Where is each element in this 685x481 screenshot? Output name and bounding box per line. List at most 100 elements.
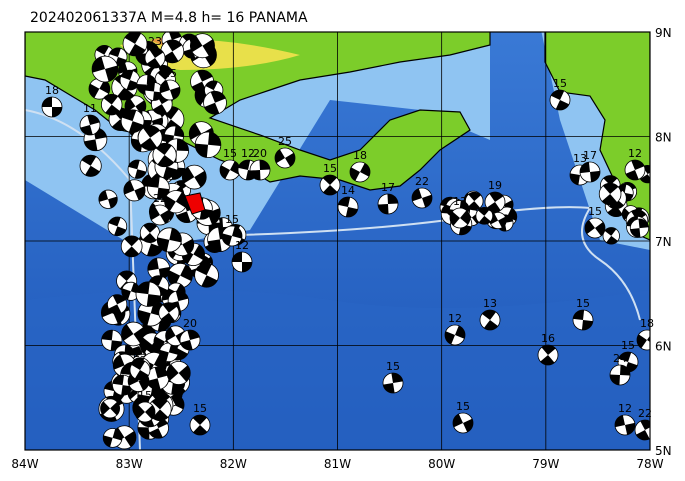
ball-quadrant bbox=[101, 330, 113, 341]
beachball bbox=[179, 329, 201, 351]
beachball bbox=[167, 262, 193, 289]
ball-quadrant bbox=[259, 159, 270, 170]
y-label: 8N bbox=[655, 131, 672, 145]
ball-quadrant bbox=[250, 170, 261, 181]
beachball bbox=[377, 193, 399, 215]
ball-quadrant bbox=[170, 86, 180, 100]
ball-quadrant bbox=[119, 270, 134, 282]
beachball bbox=[349, 161, 371, 183]
beachball bbox=[584, 217, 606, 239]
depth-label: 15 bbox=[138, 389, 152, 402]
ball-quadrant bbox=[84, 139, 98, 151]
ball-quadrant bbox=[103, 94, 119, 105]
ball-quadrant bbox=[176, 138, 189, 151]
beachball bbox=[602, 227, 620, 245]
ball-quadrant bbox=[180, 264, 193, 282]
ball-quadrant bbox=[112, 294, 126, 305]
beachball bbox=[537, 344, 559, 366]
ball-quadrant bbox=[112, 428, 123, 441]
ball-quadrant bbox=[202, 39, 215, 56]
y-label: 5N bbox=[655, 444, 672, 458]
ball-quadrant bbox=[149, 47, 164, 58]
ball-quadrant bbox=[155, 143, 172, 156]
ball-quadrant bbox=[162, 51, 179, 63]
ball-quadrant bbox=[581, 320, 593, 331]
depth-label: 25 bbox=[163, 67, 177, 80]
depth-label: 15 bbox=[456, 400, 470, 413]
ball-quadrant bbox=[595, 221, 605, 236]
beachball bbox=[159, 79, 181, 101]
ball-quadrant bbox=[197, 70, 213, 82]
ball-quadrant bbox=[550, 90, 565, 100]
ball-quadrant bbox=[610, 374, 620, 385]
depth-label: 17 bbox=[381, 181, 395, 194]
beachball bbox=[122, 32, 148, 57]
beachball bbox=[579, 161, 601, 183]
depth-label: 19 bbox=[488, 179, 502, 192]
ball-quadrant bbox=[174, 126, 184, 138]
beachball bbox=[411, 187, 433, 209]
ball-quadrant bbox=[147, 176, 160, 188]
ball-quadrant bbox=[128, 160, 140, 170]
ball-quadrant bbox=[147, 258, 159, 271]
ball-quadrant bbox=[150, 206, 160, 221]
beachball bbox=[127, 159, 147, 179]
ball-quadrant bbox=[121, 324, 134, 341]
beachball bbox=[158, 302, 180, 324]
ball-quadrant bbox=[573, 310, 585, 320]
beachball bbox=[144, 47, 166, 69]
x-label: 79W bbox=[532, 457, 559, 471]
ball-quadrant bbox=[120, 70, 134, 81]
ball-quadrant bbox=[157, 69, 173, 80]
ball-quadrant bbox=[154, 366, 169, 379]
x-label: 80W bbox=[428, 457, 455, 471]
ball-quadrant bbox=[99, 79, 110, 94]
depth-label: 15 bbox=[225, 213, 239, 226]
ball-quadrant bbox=[620, 365, 630, 376]
depth-label: 20 bbox=[183, 317, 197, 330]
ball-quadrant bbox=[207, 239, 222, 252]
ball-quadrant bbox=[210, 91, 226, 103]
ball-quadrant bbox=[128, 121, 144, 133]
ball-quadrant bbox=[134, 370, 149, 380]
beachball bbox=[120, 235, 143, 258]
ball-quadrant bbox=[630, 228, 641, 238]
beachball bbox=[189, 414, 211, 436]
beachball bbox=[160, 39, 185, 64]
ball-quadrant bbox=[175, 290, 189, 302]
ball-quadrant bbox=[149, 428, 163, 439]
depth-label: 15 bbox=[133, 347, 147, 360]
ball-quadrant bbox=[162, 302, 177, 313]
depth-label: 22 bbox=[415, 175, 429, 188]
x-label: 82W bbox=[220, 457, 247, 471]
ball-quadrant bbox=[121, 385, 133, 396]
depth-label: 15 bbox=[223, 147, 237, 160]
ball-quadrant bbox=[275, 149, 285, 164]
depth-label: 17 bbox=[583, 149, 597, 162]
beachball bbox=[101, 329, 123, 351]
x-label: 84W bbox=[11, 457, 38, 471]
ball-quadrant bbox=[105, 104, 120, 115]
beachball bbox=[135, 281, 162, 307]
beachball bbox=[121, 321, 146, 347]
depth-label: 12 bbox=[235, 239, 249, 252]
beachball bbox=[146, 176, 170, 200]
ball-quadrant bbox=[178, 365, 191, 382]
events bbox=[41, 32, 650, 450]
ball-quadrant bbox=[128, 371, 139, 386]
ball-quadrant bbox=[160, 80, 170, 94]
ball-quadrant bbox=[115, 57, 127, 67]
ball-quadrant bbox=[146, 378, 161, 390]
ball-quadrant bbox=[195, 263, 212, 276]
beachball bbox=[137, 300, 164, 327]
ball-quadrant bbox=[322, 175, 337, 185]
frame bbox=[24, 31, 651, 451]
ball-quadrant bbox=[640, 174, 650, 183]
beachball bbox=[164, 190, 188, 214]
beachball bbox=[444, 324, 466, 346]
ball-quadrant bbox=[52, 107, 62, 117]
ball-quadrant bbox=[157, 237, 170, 252]
ball-quadrant bbox=[131, 360, 146, 370]
beachball bbox=[609, 364, 631, 386]
depth-label: 18 bbox=[45, 84, 59, 97]
